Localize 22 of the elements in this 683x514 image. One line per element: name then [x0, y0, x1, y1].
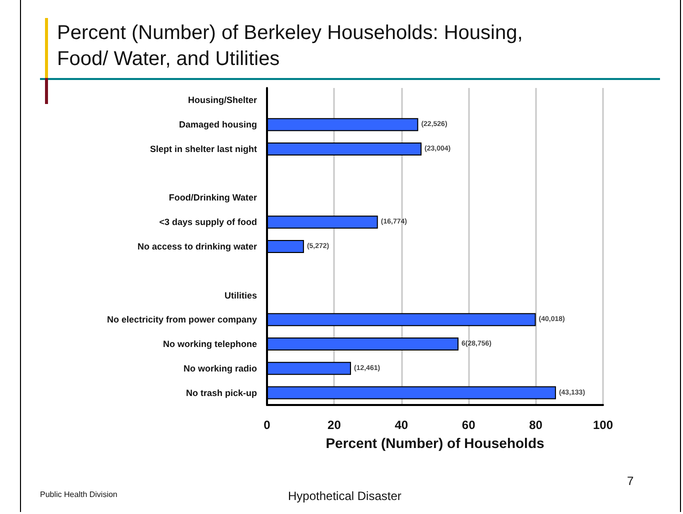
x-tick-label: 60 — [462, 418, 476, 432]
x-tick-label: 20 — [328, 418, 342, 432]
y-tick-label: No working telephone — [162, 339, 257, 350]
chart-title: Percent (Number) of Berkeley Households: Housing, Food/ Water, and Utilities — [57, 21, 524, 72]
y-tick-label: <3 days supply of food — [159, 217, 257, 228]
x-tick-label: 40 — [394, 418, 408, 432]
y-tick-label: No access to drinking water — [137, 242, 258, 252]
y-tick-label: Housing/Shelter — [188, 95, 258, 106]
y-tick-label: Food/Drinking Water — [168, 192, 258, 203]
y-tick-label: Utilities — [224, 290, 257, 300]
y-tick-label: No working radio — [183, 363, 258, 374]
x-axis-title: Percent (Number) of Households — [326, 434, 544, 451]
y-tick-label: No electricity from power company — [106, 314, 257, 325]
x-tick-label: 100 — [592, 418, 614, 432]
y-tick-label: Slept in shelter last night — [150, 144, 258, 154]
x-tick-label: 0 — [264, 418, 271, 432]
y-tick-label: No trash pick-up — [186, 388, 258, 398]
x-tick-label: 80 — [529, 418, 543, 432]
text: Hypothetical Disaster — [288, 489, 402, 503]
text: 7 — [627, 474, 634, 488]
y-tick-label: Damaged housing — [178, 120, 257, 130]
text: Public Health Division — [40, 490, 118, 499]
